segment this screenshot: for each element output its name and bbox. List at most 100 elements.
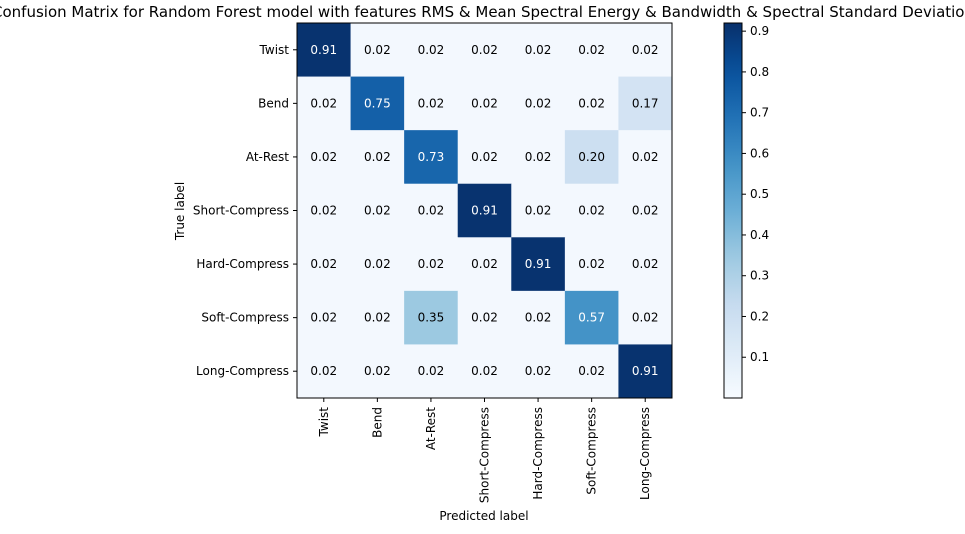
matrix-cell-value: 0.02 [525, 204, 552, 218]
matrix-cell [618, 130, 673, 185]
matrix-cell [457, 290, 512, 345]
matrix-cell [297, 237, 351, 292]
matrix-cell [297, 23, 351, 77]
matrix-cell [564, 23, 619, 77]
matrix-cell [618, 76, 673, 131]
matrix-cell-value: 0.02 [310, 96, 337, 110]
matrix-cell [564, 290, 619, 345]
colorbar-tick-label: 0.6 [750, 146, 769, 160]
colorbar-frame [723, 22, 743, 399]
colorbar-tick-label: 0.7 [750, 106, 769, 120]
matrix-cell [618, 183, 673, 238]
matrix-cell [511, 183, 566, 238]
matrix-cell-value: 0.02 [310, 364, 337, 378]
matrix-cell-value: 0.02 [632, 150, 659, 164]
colorbar-tick-label: 0.2 [750, 309, 769, 323]
matrix-cell [297, 344, 351, 399]
matrix-cell [404, 237, 459, 292]
matrix-cell [618, 344, 673, 399]
matrix-cell [350, 290, 405, 345]
matrix-cell [564, 130, 619, 185]
matrix-cell-value: 0.02 [525, 364, 552, 378]
matrix-cell-value: 0.35 [418, 311, 445, 325]
matrix-cell-value: 0.02 [525, 311, 552, 325]
matrix-cell-value: 0.02 [471, 311, 498, 325]
colorbar-tick-label: 0.8 [750, 65, 769, 79]
matrix-cell-value: 0.02 [418, 96, 445, 110]
matrix-cell [618, 237, 673, 292]
matrix-cell [564, 183, 619, 238]
x-tick-label: Bend [370, 407, 384, 438]
matrix-cell-value: 0.02 [525, 96, 552, 110]
matrix-cell [350, 130, 405, 185]
matrix-cell [618, 290, 673, 345]
matrix-cell [564, 76, 619, 131]
matrix-cell [350, 23, 405, 77]
matrix-cell [511, 130, 566, 185]
matrix-cell-value: 0.02 [578, 204, 605, 218]
matrix-cell-value: 0.02 [310, 150, 337, 164]
matrix-cell [457, 344, 512, 399]
y-axis-ticks: Twist Bend At-Rest Short-Compress Hard-Compr… [193, 43, 297, 378]
y-tick-label: Short-Compress [193, 204, 289, 218]
matrix-cell-value: 0.02 [471, 257, 498, 271]
matrix-cell-value: 0.02 [364, 150, 391, 164]
matrix-cell-value: 0.02 [578, 257, 605, 271]
matrix-cell-value: 0.02 [418, 43, 445, 57]
matrix-cell-value: 0.02 [310, 204, 337, 218]
matrix-cell-value: 0.02 [578, 43, 605, 57]
x-tick-label: At-Rest [424, 407, 438, 450]
y-tick-label: Twist [259, 43, 290, 57]
y-tick-label: Soft-Compress [201, 311, 289, 325]
matrix-cell [564, 237, 619, 292]
colorbar-tick-label: 0.1 [750, 350, 769, 364]
matrix-cell [457, 76, 512, 131]
x-tick-label: Soft-Compress [585, 407, 599, 495]
matrix-cell [350, 237, 405, 292]
y-axis-label: True label [173, 182, 187, 241]
x-axis-label: Predicted label [439, 509, 528, 523]
y-tick-label: Long-Compress [196, 364, 289, 378]
matrix-cell-value: 0.17 [632, 96, 659, 110]
matrix-cell-value: 0.02 [471, 43, 498, 57]
matrix-cell [618, 23, 673, 77]
colorbar-ticks: 0.1 0.2 0.3 0.4 0.5 0.6 0.7 0.8 0.9 [742, 24, 769, 364]
matrix-cell-value: 0.02 [632, 311, 659, 325]
matrix-cell [511, 290, 566, 345]
colorbar-tick-label: 0.9 [750, 24, 769, 38]
matrix-cell [404, 344, 459, 399]
matrix-cell-value: 0.20 [578, 150, 605, 164]
matrix-cell-labels: 0.91 0.02 0.02 0.02 0.02 0.02 0.02 0.02 0.75 0.02… [310, 43, 658, 378]
matrix-cell [404, 76, 459, 131]
matrix-cell [511, 23, 566, 77]
matrix-cell-value: 0.02 [364, 364, 391, 378]
matrix-cell [297, 130, 351, 185]
matrix-cell [404, 183, 459, 238]
matrix-cell-value: 0.02 [632, 257, 659, 271]
matrix-cell-value: 0.02 [364, 311, 391, 325]
chart-title: Confusion Matrix for Random Forest model… [0, 3, 965, 21]
matrix-cell [457, 130, 512, 185]
matrix-cell [511, 76, 566, 131]
matrix-cell-value: 0.02 [364, 204, 391, 218]
matrix-cell-value: 0.02 [418, 257, 445, 271]
y-tick-label: Bend [258, 96, 289, 110]
matrix-cell-value: 0.02 [418, 204, 445, 218]
matrix-cell [404, 290, 459, 345]
matrix-cell-value: 0.91 [632, 364, 659, 378]
matrix-cell-value: 0.75 [364, 96, 391, 110]
matrix-cell-value: 0.02 [578, 364, 605, 378]
matrix-cell [457, 23, 512, 77]
matrix-cell-value: 0.02 [471, 96, 498, 110]
matrix-cell [511, 344, 566, 399]
matrix-cell-value: 0.02 [525, 43, 552, 57]
matrix-cell-value: 0.02 [310, 257, 337, 271]
matrix-cell-value: 0.02 [632, 43, 659, 57]
y-tick-label: Hard-Compress [196, 257, 289, 271]
matrix-cell-value: 0.02 [364, 43, 391, 57]
matrix-cell [297, 290, 351, 345]
x-tick-label: Long-Compress [638, 407, 652, 500]
matrix-cell [404, 130, 459, 185]
